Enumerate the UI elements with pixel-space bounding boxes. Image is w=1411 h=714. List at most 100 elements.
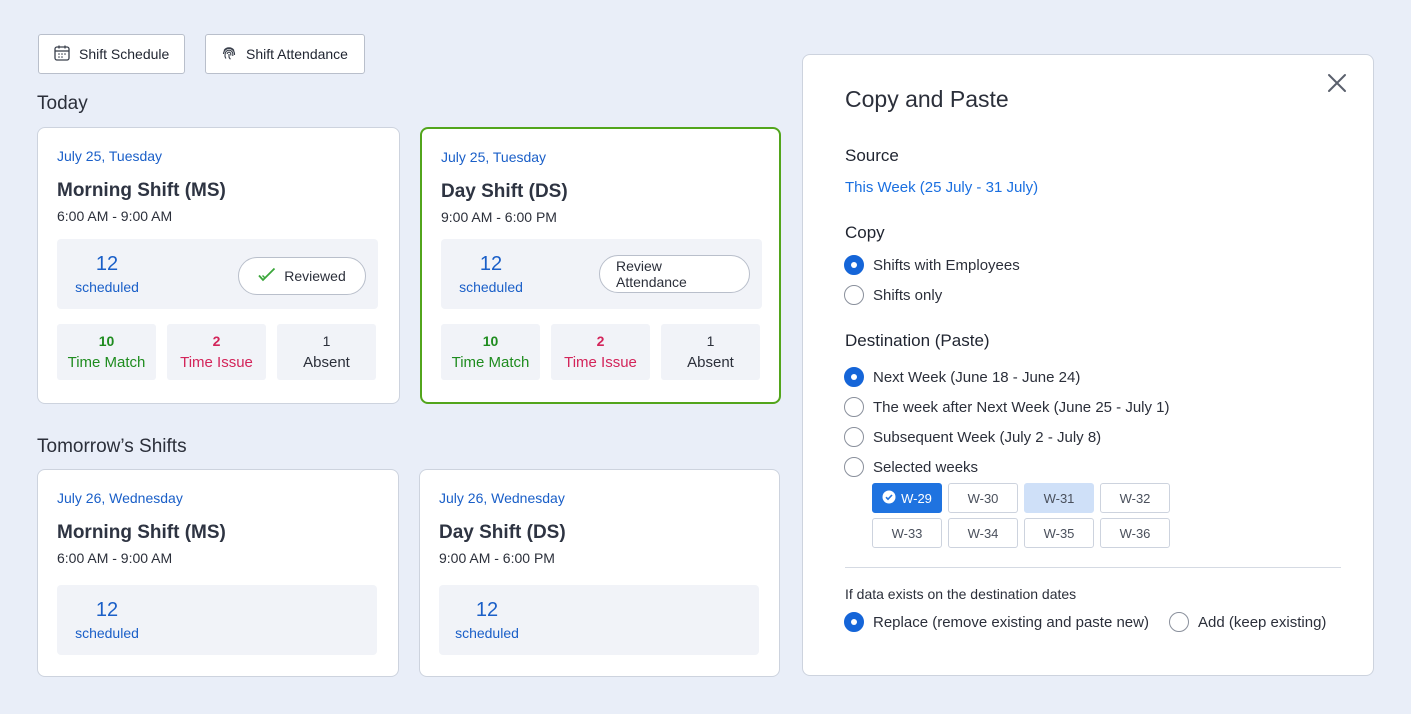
stat-label: Time Match xyxy=(67,354,146,371)
week-label: W-31 xyxy=(1043,490,1075,506)
week-chip-w30[interactable]: W-30 xyxy=(948,483,1018,513)
shift-card-tomorrow-day[interactable]: July 26, Wednesday Day Shift (DS) 9:00 A… xyxy=(419,469,780,677)
stat-absent: 1 Absent xyxy=(661,324,760,380)
stat-time-match: 10 Time Match xyxy=(441,324,540,380)
shift-date: July 25, Tuesday xyxy=(441,149,547,165)
radio-selected[interactable] xyxy=(844,612,864,632)
check-circle-icon xyxy=(882,490,896,507)
radio-selected[interactable] xyxy=(844,367,864,387)
week-label: W-32 xyxy=(1119,490,1151,506)
shift-name: Morning Shift (MS) xyxy=(57,180,226,201)
shift-attendance-button[interactable]: Shift Attendance xyxy=(205,34,365,74)
fingerprint-icon xyxy=(220,44,238,65)
review-attendance-button[interactable]: Review Attendance xyxy=(599,255,750,293)
today-heading: Today xyxy=(37,93,88,114)
week-chip-w34[interactable]: W-34 xyxy=(948,518,1018,548)
shift-date: July 26, Wednesday xyxy=(57,490,183,506)
close-icon[interactable] xyxy=(1325,71,1349,95)
shift-card-today-day[interactable]: July 25, Tuesday Day Shift (DS) 9:00 AM … xyxy=(420,127,781,404)
week-chip-w35[interactable]: W-35 xyxy=(1024,518,1094,548)
week-chip-w29[interactable]: W-29 xyxy=(872,483,942,513)
week-chip-w32[interactable]: W-32 xyxy=(1100,483,1170,513)
stat-time-match: 10 Time Match xyxy=(57,324,156,380)
stat-label: Absent xyxy=(303,354,350,371)
source-value[interactable]: This Week (25 July - 31 July) xyxy=(845,179,1039,196)
destination-option-selected-weeks[interactable]: Selected weeks xyxy=(844,457,978,477)
scheduled-summary: 12 scheduled xyxy=(57,585,377,655)
stat-value: 10 xyxy=(98,333,115,349)
scheduled-count: 12 xyxy=(475,599,499,621)
week-label: W-36 xyxy=(1119,525,1151,541)
week-label: W-29 xyxy=(901,490,932,506)
radio-unselected[interactable] xyxy=(844,397,864,417)
stat-value: 1 xyxy=(706,333,715,349)
stat-time-issue: 2 Time Issue xyxy=(167,324,266,380)
week-chip-w33[interactable]: W-33 xyxy=(872,518,942,548)
scheduled-count: 12 xyxy=(479,253,503,275)
reviewed-button[interactable]: Reviewed xyxy=(238,257,366,295)
shift-name: Day Shift (DS) xyxy=(439,522,566,543)
source-label: Source xyxy=(845,146,899,165)
week-chip-w31[interactable]: W-31 xyxy=(1024,483,1094,513)
shift-card-tomorrow-morning[interactable]: July 26, Wednesday Morning Shift (MS) 6:… xyxy=(37,469,399,677)
radio-unselected[interactable] xyxy=(844,285,864,305)
shift-time: 6:00 AM - 9:00 AM xyxy=(57,550,173,566)
scheduled-count: 12 xyxy=(95,253,119,275)
shift-time: 6:00 AM - 9:00 AM xyxy=(57,208,173,224)
stat-time-issue: 2 Time Issue xyxy=(551,324,650,380)
stat-value: 10 xyxy=(482,333,499,349)
stat-label: Time Issue xyxy=(180,354,253,371)
scheduled-summary: 12 scheduled xyxy=(439,585,759,655)
calendar-icon xyxy=(53,44,71,65)
week-label: W-34 xyxy=(967,525,999,541)
destination-label: Destination (Paste) xyxy=(845,331,990,350)
destination-option-week-after-next[interactable]: The week after Next Week (June 25 - July… xyxy=(844,397,1170,417)
tomorrow-heading: Tomorrow’s Shifts xyxy=(37,436,187,457)
stat-value: 2 xyxy=(596,333,605,349)
scheduled-label: scheduled xyxy=(455,625,519,641)
radio-unselected[interactable] xyxy=(1169,612,1189,632)
scheduled-label: scheduled xyxy=(75,279,139,295)
destination-option-next-week[interactable]: Next Week (June 18 - June 24) xyxy=(844,367,1080,387)
copy-label: Copy xyxy=(845,223,885,242)
destination-option-subsequent-week[interactable]: Subsequent Week (July 2 - July 8) xyxy=(844,427,1101,447)
copy-option-shifts-with-employees[interactable]: Shifts with Employees xyxy=(844,255,1020,275)
radio-label: Replace (remove existing and paste new) xyxy=(873,613,1149,631)
radio-unselected[interactable] xyxy=(844,427,864,447)
radio-unselected[interactable] xyxy=(844,457,864,477)
panel-title: Copy and Paste xyxy=(845,86,1009,112)
shift-name: Morning Shift (MS) xyxy=(57,522,226,543)
radio-label: Add (keep existing) xyxy=(1198,613,1327,631)
shift-time: 9:00 AM - 6:00 PM xyxy=(441,209,557,225)
shift-card-today-morning[interactable]: July 25, Tuesday Morning Shift (MS) 6:00… xyxy=(37,127,400,404)
shift-date: July 26, Wednesday xyxy=(439,490,565,506)
radio-selected[interactable] xyxy=(844,255,864,275)
conflict-option-add[interactable]: Add (keep existing) xyxy=(1169,612,1326,632)
week-chip-w36[interactable]: W-36 xyxy=(1100,518,1170,548)
shift-schedule-label: Shift Schedule xyxy=(79,46,170,62)
stat-label: Absent xyxy=(687,354,734,371)
copy-paste-panel: Copy and Paste Source This Week (25 July… xyxy=(802,54,1374,676)
shift-date: July 25, Tuesday xyxy=(57,148,163,164)
radio-label: The week after Next Week (June 25 - July… xyxy=(873,398,1170,416)
week-label: W-35 xyxy=(1043,525,1075,541)
shift-schedule-button[interactable]: Shift Schedule xyxy=(38,34,185,74)
radio-label: Next Week (June 18 - June 24) xyxy=(873,368,1081,386)
radio-label: Shifts only xyxy=(873,286,943,304)
scheduled-summary: 12 scheduled Review Attendance xyxy=(441,239,762,309)
conflict-note: If data exists on the destination dates xyxy=(845,586,1077,602)
scheduled-label: scheduled xyxy=(459,279,523,295)
review-attendance-label: Review Attendance xyxy=(616,258,687,290)
week-label: W-30 xyxy=(967,490,999,506)
stat-value: 2 xyxy=(212,333,221,349)
conflict-option-replace[interactable]: Replace (remove existing and paste new) xyxy=(844,612,1149,632)
shift-attendance-label: Shift Attendance xyxy=(246,46,348,62)
check-icon xyxy=(258,267,276,286)
stat-value: 1 xyxy=(322,333,331,349)
radio-label: Selected weeks xyxy=(873,458,979,476)
stat-label: Time Match xyxy=(451,354,530,371)
radio-label: Shifts with Employees xyxy=(873,256,1020,274)
copy-option-shifts-only[interactable]: Shifts only xyxy=(844,285,942,305)
stat-absent: 1 Absent xyxy=(277,324,376,380)
shift-time: 9:00 AM - 6:00 PM xyxy=(439,550,555,566)
